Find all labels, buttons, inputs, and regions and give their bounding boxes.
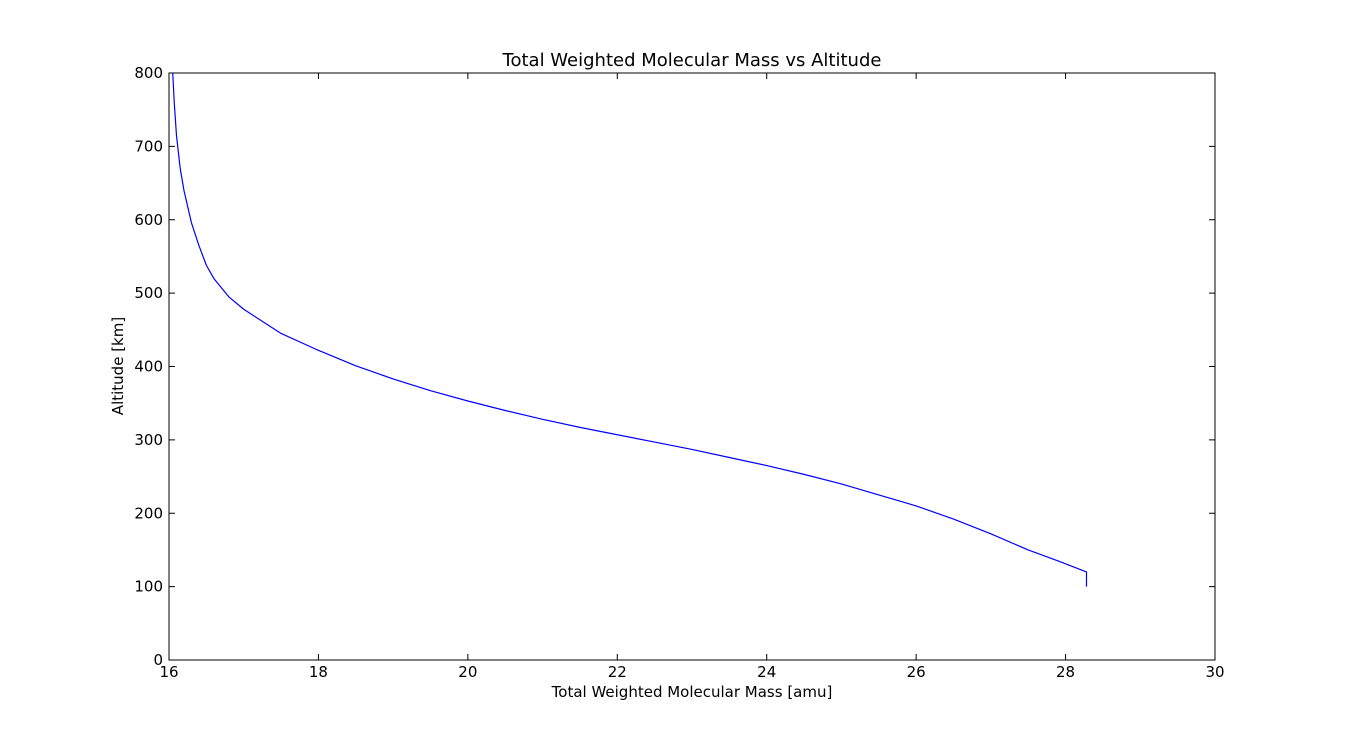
x-tick-label: 16 <box>159 663 178 681</box>
series-layer <box>172 72 1088 587</box>
x-tick-label: 20 <box>458 663 477 681</box>
y-tick-label: 0 <box>153 651 163 669</box>
y-tick-label: 700 <box>134 137 163 155</box>
x-axis-title: Total Weighted Molecular Mass [amu] <box>551 683 833 701</box>
x-tick-label: 26 <box>907 663 926 681</box>
y-tick-label: 600 <box>134 211 163 229</box>
y-axis-title: Altitude [km] <box>109 317 127 415</box>
plot-area-frame <box>168 72 1216 661</box>
y-tick-label: 100 <box>134 578 163 596</box>
y-tick-label: 200 <box>134 504 163 522</box>
x-tick-label: 28 <box>1056 663 1075 681</box>
x-tick-label: 22 <box>608 663 627 681</box>
y-tick-label: 500 <box>134 284 163 302</box>
chart-title: Total Weighted Molecular Mass vs Altitud… <box>502 50 882 71</box>
x-tick-label: 30 <box>1205 663 1224 681</box>
y-tick-label: 300 <box>134 431 163 449</box>
series-line <box>172 72 1088 587</box>
x-tick-label: 18 <box>309 663 328 681</box>
x-tick-label: 24 <box>757 663 776 681</box>
y-tick-label: 800 <box>134 64 163 82</box>
y-tick-label: 400 <box>134 358 163 376</box>
ticks-layer: 16 18 20 22 24 26 28 30010020030040050060070080… <box>134 64 1224 681</box>
